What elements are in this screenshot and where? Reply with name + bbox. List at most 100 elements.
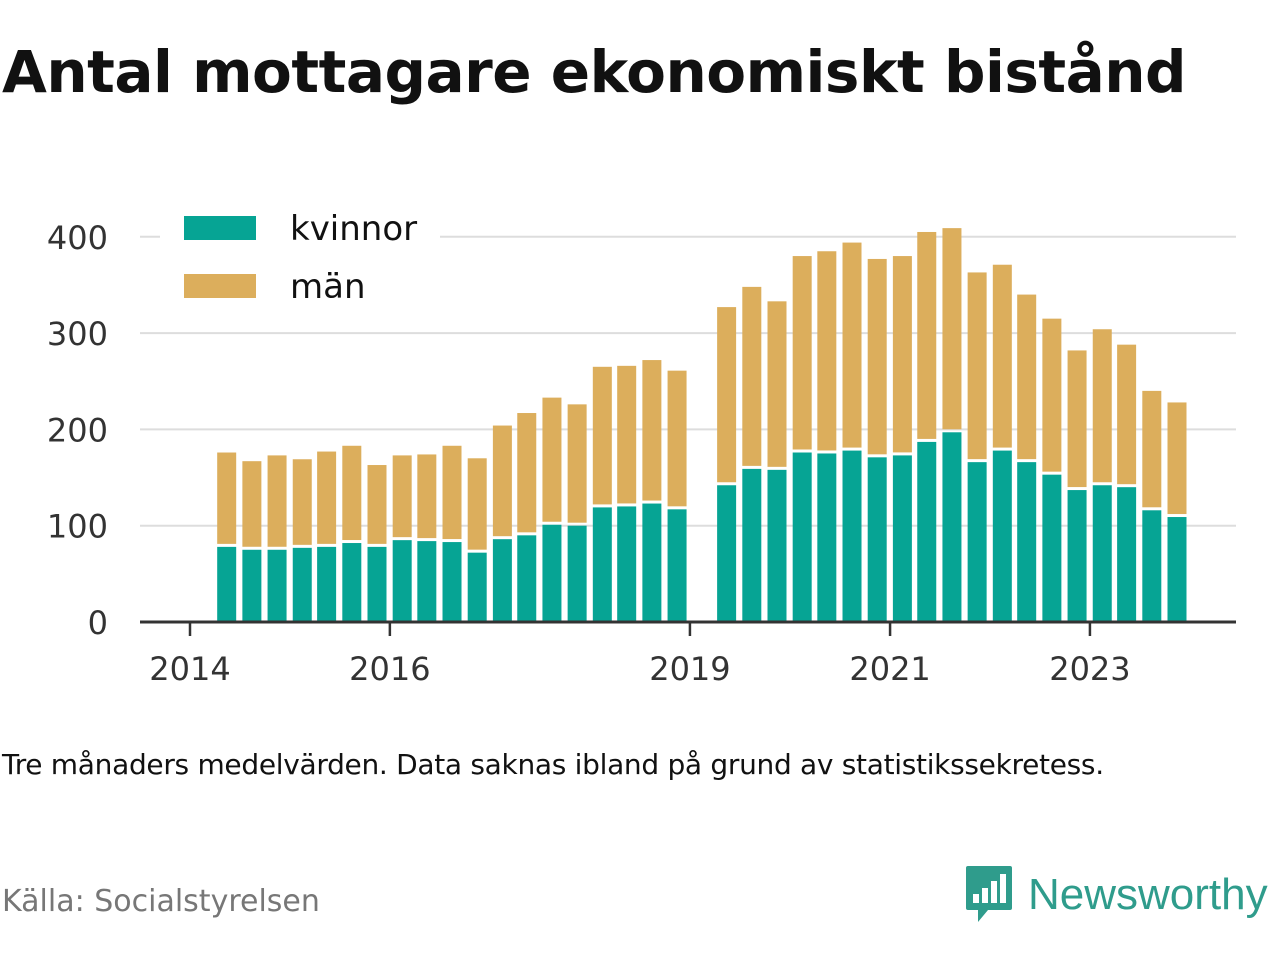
bar-kvinnor bbox=[1042, 474, 1062, 622]
bar-man bbox=[467, 458, 487, 550]
bar-kvinnor bbox=[542, 524, 562, 622]
bar-man bbox=[842, 242, 862, 448]
bar-man bbox=[1017, 294, 1037, 460]
x-tick-label: 2019 bbox=[649, 650, 730, 688]
bar-kvinnor bbox=[842, 450, 862, 622]
brand-logo[interactable]: Newsworthy bbox=[964, 864, 1268, 926]
bar-man bbox=[592, 366, 612, 505]
bar-kvinnor bbox=[792, 452, 812, 622]
bar-man bbox=[767, 301, 787, 467]
bar-kvinnor bbox=[217, 546, 237, 622]
stacked-bar-chart: 0 100 200 300 400 2014 2016 2019 2021 2023 kvinno… bbox=[46, 200, 1236, 688]
bar-man bbox=[567, 404, 587, 523]
bar-kvinnor bbox=[367, 546, 387, 622]
bar-kvinnor bbox=[1017, 462, 1037, 622]
bar-man bbox=[342, 445, 362, 541]
bar-man bbox=[1067, 350, 1087, 488]
bar-kvinnor bbox=[442, 542, 462, 622]
bar-kvinnor bbox=[342, 543, 362, 622]
legend-label: kvinnor bbox=[290, 209, 417, 249]
bar-kvinnor bbox=[967, 462, 987, 622]
brand-name: Newsworthy bbox=[1028, 870, 1268, 919]
x-tick-label: 2014 bbox=[149, 650, 230, 688]
bar-man bbox=[242, 461, 262, 547]
bar-kvinnor bbox=[867, 457, 887, 622]
bar-kvinnor bbox=[992, 450, 1012, 622]
bar-kvinnor bbox=[392, 540, 412, 622]
bar-man bbox=[267, 455, 287, 547]
bar-man bbox=[892, 256, 912, 453]
bar-kvinnor bbox=[942, 432, 962, 622]
bar-kvinnor bbox=[317, 546, 337, 622]
bar-man bbox=[992, 264, 1012, 448]
bar-kvinnor bbox=[717, 485, 737, 622]
x-tick-label: 2023 bbox=[1049, 650, 1130, 688]
bar-man bbox=[317, 451, 337, 544]
bar-kvinnor bbox=[267, 549, 287, 622]
bar-man bbox=[217, 452, 237, 544]
bar-kvinnor bbox=[817, 453, 837, 622]
bar-kvinnor bbox=[592, 507, 612, 622]
bar-kvinnor bbox=[642, 503, 662, 622]
bar-man bbox=[392, 455, 412, 538]
bar-kvinnor bbox=[1142, 510, 1162, 622]
bar-kvinnor bbox=[767, 469, 787, 622]
bar-man bbox=[1117, 344, 1137, 485]
chart-title: Antal mottagare ekonomiskt bistånd bbox=[2, 38, 1187, 106]
bar-man bbox=[1042, 318, 1062, 472]
bar-kvinnor bbox=[567, 525, 587, 622]
bar-kvinnor bbox=[292, 547, 312, 622]
bar-man bbox=[717, 307, 737, 483]
bar-kvinnor bbox=[1067, 490, 1087, 622]
legend-swatch bbox=[184, 216, 256, 240]
bar-kvinnor bbox=[492, 539, 512, 622]
bar-kvinnor bbox=[617, 506, 637, 622]
y-tick-label: 300 bbox=[47, 315, 108, 353]
bar-man bbox=[1092, 329, 1112, 483]
x-tick-label: 2016 bbox=[349, 650, 430, 688]
axes: 0 100 200 300 400 2014 2016 2019 2021 2023 bbox=[47, 219, 1236, 688]
x-tick-label: 2021 bbox=[849, 650, 930, 688]
bar-chart-speech-bubble-icon bbox=[966, 866, 1012, 922]
bar-man bbox=[867, 258, 887, 455]
bar-man bbox=[967, 272, 987, 460]
legend: kvinnor män bbox=[160, 200, 440, 315]
bar-man bbox=[617, 365, 637, 504]
bar-man bbox=[517, 413, 537, 533]
bar-man bbox=[917, 231, 937, 439]
bar-man bbox=[642, 360, 662, 501]
y-tick-label: 100 bbox=[47, 508, 108, 546]
bar-kvinnor bbox=[892, 455, 912, 622]
bar-kvinnor bbox=[467, 552, 487, 622]
y-tick-label: 200 bbox=[47, 411, 108, 449]
chart-note: Tre månaders medelvärden. Data saknas ib… bbox=[2, 748, 1104, 781]
source-credit: Källa: Socialstyrelsen bbox=[2, 884, 320, 919]
bar-kvinnor bbox=[417, 541, 437, 622]
bar-kvinnor bbox=[1167, 517, 1187, 622]
bar-man bbox=[942, 228, 962, 430]
bar-man bbox=[667, 370, 687, 507]
y-tick-label: 0 bbox=[88, 604, 108, 642]
bar-man bbox=[742, 286, 762, 466]
bar-man bbox=[817, 251, 837, 451]
bar-man bbox=[792, 256, 812, 450]
bar-man bbox=[492, 425, 512, 537]
bar-man bbox=[292, 459, 312, 545]
bar-man bbox=[542, 397, 562, 522]
bar-kvinnor bbox=[1117, 487, 1137, 622]
bar-man bbox=[367, 465, 387, 544]
legend-swatch bbox=[184, 274, 256, 298]
bar-man bbox=[1167, 402, 1187, 515]
bar-kvinnor bbox=[1092, 485, 1112, 622]
bar-kvinnor bbox=[742, 468, 762, 622]
bar-series bbox=[217, 228, 1187, 622]
bar-man bbox=[1142, 390, 1162, 508]
bar-kvinnor bbox=[917, 441, 937, 622]
bar-kvinnor bbox=[667, 509, 687, 622]
legend-label: män bbox=[290, 267, 366, 307]
y-tick-label: 400 bbox=[47, 219, 108, 257]
bar-man bbox=[442, 445, 462, 540]
bar-man bbox=[417, 454, 437, 539]
bar-kvinnor bbox=[242, 549, 262, 622]
bar-kvinnor bbox=[517, 535, 537, 622]
